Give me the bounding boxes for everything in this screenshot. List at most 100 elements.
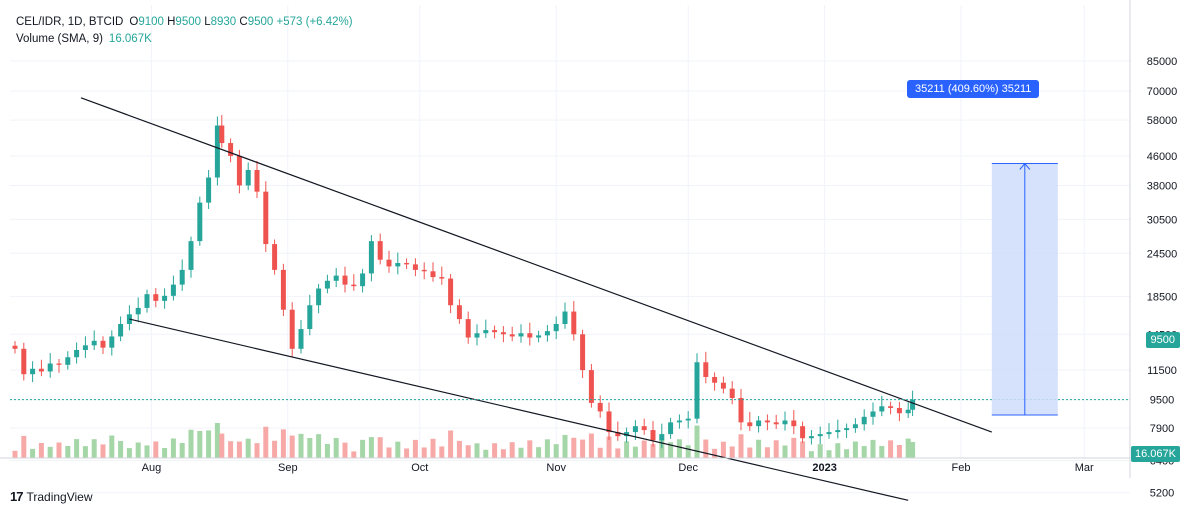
candle-body xyxy=(844,428,850,431)
volume-bar xyxy=(170,438,176,458)
candle-body xyxy=(580,334,586,371)
candle-body xyxy=(492,330,498,333)
candle-body xyxy=(694,362,700,419)
projection-label: 35211 (409.60%) 35211 xyxy=(907,80,1040,98)
candle-body xyxy=(272,244,278,270)
candle-body xyxy=(82,345,88,350)
volume-bar xyxy=(764,447,770,458)
candle-body xyxy=(377,241,383,260)
volume-bar xyxy=(368,437,374,458)
volume-bar xyxy=(844,449,850,458)
y-tick-label: 5200 xyxy=(1150,488,1174,500)
volume-bar xyxy=(852,441,858,458)
volume-bar xyxy=(553,444,559,458)
volume-bar xyxy=(100,444,106,458)
volume-bar xyxy=(342,442,348,458)
volume-bar xyxy=(298,433,304,458)
volume-bar xyxy=(118,440,124,458)
volume-bar xyxy=(544,439,550,458)
volume-bar xyxy=(641,440,647,458)
chart-legend: CEL/IDR, 1D, BTCID O9100 H9500 L8930 C95… xyxy=(16,14,353,48)
volume-bar xyxy=(82,446,88,458)
volume-bar xyxy=(351,451,357,458)
volume-bar xyxy=(206,430,212,458)
tradingview-brand[interactable]: 17 TradingView xyxy=(10,489,93,504)
volume-bar xyxy=(439,446,445,458)
volume-bar xyxy=(412,439,418,458)
candle-body xyxy=(360,273,366,287)
candle-body xyxy=(144,294,150,308)
volume-bar xyxy=(65,445,71,458)
volume-bar xyxy=(377,437,383,458)
candle-body xyxy=(668,422,674,435)
candle-body xyxy=(509,334,515,337)
candle-body xyxy=(56,363,62,365)
candle-body xyxy=(162,295,168,301)
volume-bar xyxy=(474,443,480,458)
volume-bar xyxy=(307,438,313,458)
candle-body xyxy=(861,416,867,425)
candle-body xyxy=(465,319,471,338)
volume-bar xyxy=(782,445,788,458)
candle-body xyxy=(800,426,806,439)
volume-bar xyxy=(21,435,27,458)
candle-body xyxy=(905,409,911,414)
candle-body xyxy=(562,311,568,324)
volume-bar xyxy=(386,447,392,458)
volume-bar xyxy=(74,439,80,458)
brand-label: TradingView xyxy=(26,489,93,504)
volume-bar xyxy=(214,423,220,458)
time-axis: Aug Sep Oct Nov Dec 2023 Feb Mar xyxy=(0,457,1130,474)
volume-bar xyxy=(888,440,894,458)
volume-bar xyxy=(395,441,401,458)
volume-bar xyxy=(316,434,322,458)
x-tick-label: Dec xyxy=(678,462,698,474)
volume-bar xyxy=(109,435,115,458)
volume-bar xyxy=(12,450,18,458)
volume-bar xyxy=(518,447,524,458)
candle-body xyxy=(324,280,330,289)
volume-bar xyxy=(738,434,744,458)
y-tick-label: 7900 xyxy=(1150,423,1174,435)
candle-body xyxy=(135,307,141,315)
tradingview-logo-icon: 17 xyxy=(10,489,24,504)
candle-body xyxy=(597,402,603,412)
volume-bar xyxy=(694,425,700,458)
candle-body xyxy=(632,426,638,433)
volume-bar xyxy=(659,438,665,458)
candle-body xyxy=(791,420,797,427)
candle-body xyxy=(544,331,550,336)
volume-bar xyxy=(254,443,260,458)
candle-body xyxy=(153,294,159,301)
volume-bar xyxy=(289,435,295,458)
candle-body xyxy=(606,411,612,433)
volume-bar xyxy=(144,445,150,458)
y-tick-label: 24500 xyxy=(1147,248,1178,260)
volume-bar xyxy=(703,439,709,458)
candle-body xyxy=(536,335,542,338)
candle-body xyxy=(439,277,445,279)
volume-bar xyxy=(910,441,916,458)
volume-bar xyxy=(324,443,330,458)
volume-bar xyxy=(624,441,630,458)
candle-body xyxy=(712,376,718,383)
candle-body xyxy=(351,284,357,287)
candle-body xyxy=(197,202,203,242)
volume-bar xyxy=(30,448,36,458)
candle-body xyxy=(30,368,36,375)
volume-bar xyxy=(676,439,682,458)
candle-body xyxy=(500,332,506,335)
volume-bar xyxy=(236,441,242,458)
y-tick-label: 46000 xyxy=(1147,151,1178,163)
candle-body xyxy=(289,309,295,349)
volume-bar xyxy=(650,444,656,458)
candle-body xyxy=(12,345,18,349)
y-tick-label: 18500 xyxy=(1147,292,1178,304)
candle-body xyxy=(738,398,744,423)
candle-body xyxy=(852,424,858,429)
volume-bar xyxy=(896,445,902,458)
candle-body xyxy=(395,263,401,267)
volume-bar xyxy=(756,439,762,458)
volume-bar xyxy=(404,448,410,458)
